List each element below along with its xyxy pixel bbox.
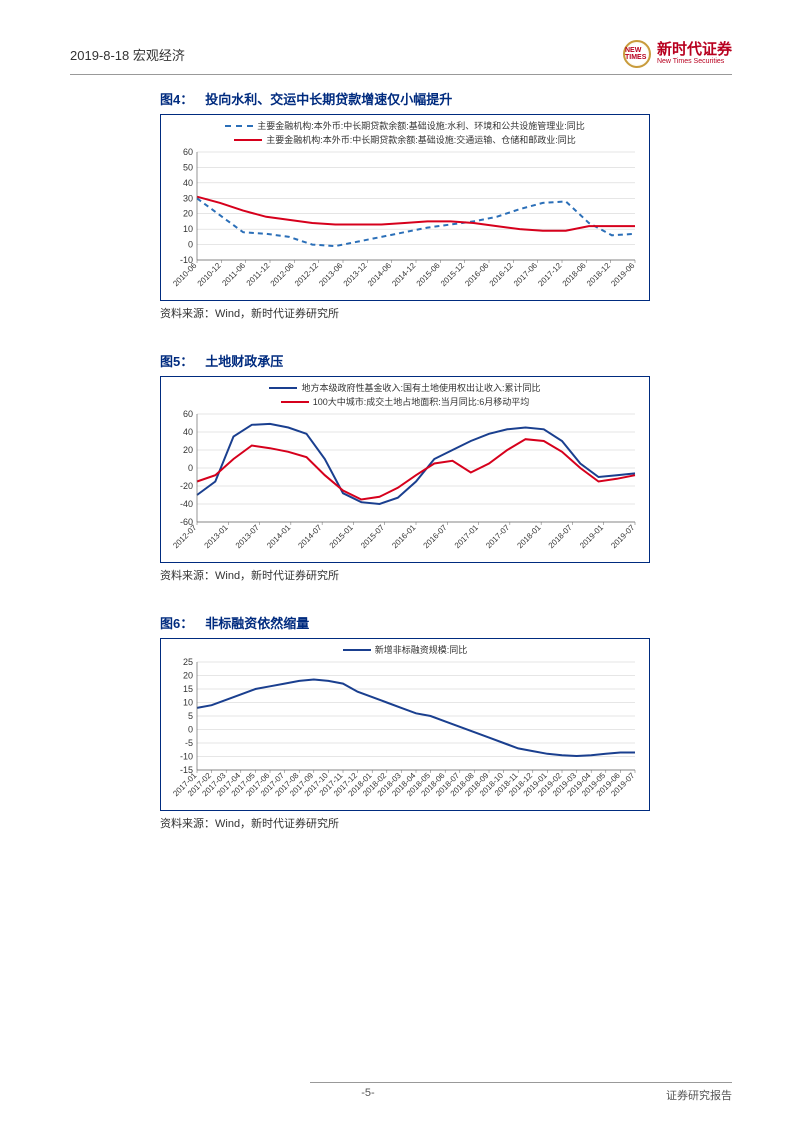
footer-report-type: 证券研究报告 (666, 1087, 732, 1103)
svg-text:10: 10 (183, 698, 193, 708)
fig4-title: 图4：投向水利、交运中长期贷款增速仅小幅提升 (160, 89, 732, 108)
fig6-plot: -15-10-505101520252017-012017-022017-032… (167, 658, 641, 808)
fig6-source: 资料来源：Wind，新时代证券研究所 (160, 815, 732, 831)
svg-text:-10: -10 (180, 752, 193, 762)
svg-text:2014-06: 2014-06 (366, 261, 394, 289)
svg-text:0: 0 (188, 725, 193, 735)
svg-text:-5: -5 (185, 738, 193, 748)
svg-text:2014-12: 2014-12 (390, 261, 418, 289)
fig5-legend: 地方本级政府性基金收入:国有土地使用权出让收入:累计同比100大中城市:成交土地… (167, 381, 643, 408)
svg-text:-20: -20 (180, 481, 193, 491)
svg-text:2019-07: 2019-07 (609, 523, 637, 551)
svg-text:2016-07: 2016-07 (422, 523, 450, 551)
svg-text:2017-06: 2017-06 (512, 261, 540, 289)
svg-text:2016-12: 2016-12 (488, 261, 516, 289)
fig4-plot: -1001020304050602010-062010-122011-06201… (167, 148, 641, 298)
fig6-legend: 新增非标融资规模:同比 (167, 643, 643, 656)
page-number: -5- (70, 1087, 666, 1103)
svg-text:2019-06: 2019-06 (609, 261, 637, 289)
svg-text:40: 40 (183, 427, 193, 437)
fig5-title: 图5：土地财政承压 (160, 351, 732, 370)
fig4-frame: 主要金融机构:本外币:中长期贷款余额:基础设施:水利、环境和公共设施管理业:同比… (160, 114, 650, 301)
svg-text:40: 40 (183, 178, 193, 188)
fig6-block: 图6：非标融资依然缩量新增非标融资规模:同比-15-10-50510152025… (160, 613, 732, 831)
svg-text:2012-12: 2012-12 (293, 261, 321, 289)
page-header: 2019-8-18 宏观经济 NEW TIMES 新时代证券 New Times… (70, 40, 732, 75)
svg-text:2013-12: 2013-12 (342, 261, 370, 289)
svg-text:2015-07: 2015-07 (359, 523, 387, 551)
fig4-block: 图4：投向水利、交运中长期贷款增速仅小幅提升主要金融机构:本外币:中长期贷款余额… (160, 89, 732, 321)
fig4-source: 资料来源：Wind，新时代证券研究所 (160, 305, 732, 321)
svg-text:2017-12: 2017-12 (536, 261, 564, 289)
svg-text:0: 0 (188, 463, 193, 473)
fig5-frame: 地方本级政府性基金收入:国有土地使用权出让收入:累计同比100大中城市:成交土地… (160, 376, 650, 563)
svg-text:2017-01: 2017-01 (453, 523, 481, 551)
svg-text:2014-01: 2014-01 (265, 523, 293, 551)
svg-text:50: 50 (183, 162, 193, 172)
svg-text:2011-12: 2011-12 (245, 261, 272, 288)
svg-text:60: 60 (183, 410, 193, 419)
svg-text:5: 5 (188, 711, 193, 721)
svg-text:2018-07: 2018-07 (547, 523, 575, 551)
brand-name-en: New Times Securities (657, 58, 732, 66)
svg-text:15: 15 (183, 684, 193, 694)
svg-text:2018-12: 2018-12 (585, 261, 613, 289)
svg-text:2016-01: 2016-01 (390, 523, 418, 551)
svg-text:20: 20 (183, 209, 193, 219)
fig5-block: 图5：土地财政承压地方本级政府性基金收入:国有土地使用权出让收入:累计同比100… (160, 351, 732, 583)
svg-text:2015-12: 2015-12 (439, 261, 467, 289)
svg-text:2013-07: 2013-07 (234, 523, 262, 551)
fig5-source: 资料来源：Wind，新时代证券研究所 (160, 567, 732, 583)
fig6-title: 图6：非标融资依然缩量 (160, 613, 732, 632)
header-brand: NEW TIMES 新时代证券 New Times Securities (623, 40, 732, 68)
page-footer: -5- 证券研究报告 (70, 1082, 732, 1103)
svg-text:2015-06: 2015-06 (415, 261, 443, 289)
brand-logo-icon: NEW TIMES (623, 40, 651, 68)
svg-text:20: 20 (183, 445, 193, 455)
fig6-frame: 新增非标融资规模:同比-15-10-505101520252017-012017… (160, 638, 650, 811)
svg-text:2015-01: 2015-01 (328, 523, 356, 551)
svg-text:60: 60 (183, 148, 193, 157)
svg-text:2014-07: 2014-07 (296, 523, 324, 551)
content-area: 图4：投向水利、交运中长期贷款增速仅小幅提升主要金融机构:本外币:中长期贷款余额… (70, 89, 732, 831)
svg-text:10: 10 (183, 224, 193, 234)
svg-text:25: 25 (183, 658, 193, 667)
fig4-legend: 主要金融机构:本外币:中长期贷款余额:基础设施:水利、环境和公共设施管理业:同比… (167, 119, 643, 146)
svg-text:2016-06: 2016-06 (463, 261, 491, 289)
svg-text:2011-06: 2011-06 (220, 261, 247, 288)
header-date-category: 2019-8-18 宏观经济 (70, 45, 185, 64)
svg-text:2017-07: 2017-07 (484, 523, 512, 551)
brand-name-cn: 新时代证券 (657, 42, 732, 59)
svg-text:0: 0 (188, 240, 193, 250)
svg-text:2018-06: 2018-06 (561, 261, 589, 289)
svg-text:2013-01: 2013-01 (203, 523, 231, 551)
fig5-plot: -60-40-2002040602012-072013-012013-07201… (167, 410, 641, 560)
svg-text:2013-06: 2013-06 (317, 261, 345, 289)
svg-text:2012-06: 2012-06 (269, 261, 297, 289)
svg-text:2010-12: 2010-12 (196, 261, 224, 289)
svg-text:2019-01: 2019-01 (578, 523, 606, 551)
svg-text:2018-01: 2018-01 (515, 523, 543, 551)
svg-text:-40: -40 (180, 499, 193, 509)
svg-text:30: 30 (183, 193, 193, 203)
svg-text:20: 20 (183, 671, 193, 681)
